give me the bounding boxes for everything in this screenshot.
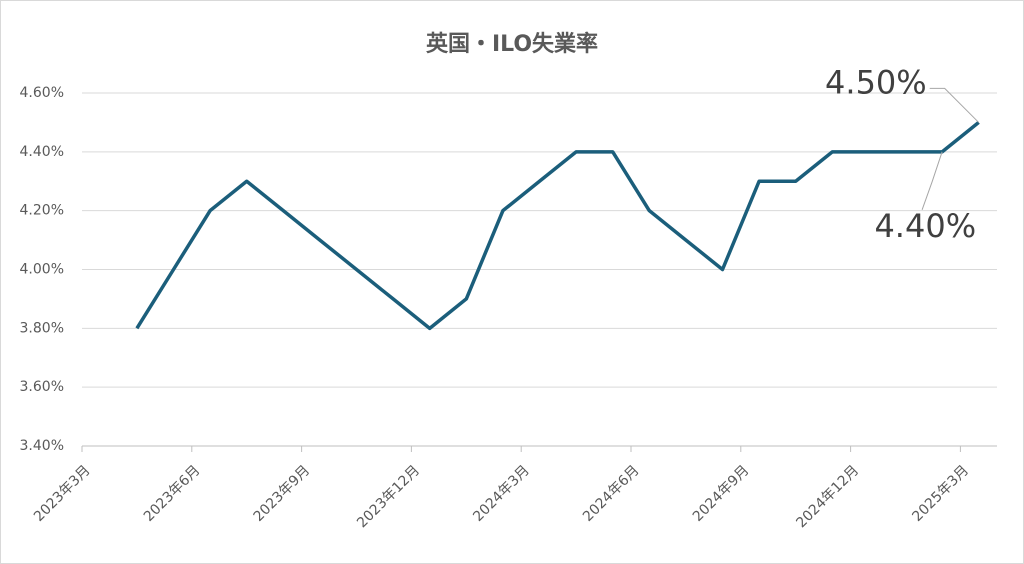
leader-line xyxy=(921,151,943,211)
line xyxy=(135,121,980,331)
leader-line xyxy=(929,87,980,123)
y-tick-label: 4.00% xyxy=(20,262,64,278)
y-tick-label: 3.60% xyxy=(20,379,64,395)
chart-title: 英国・ILO失業率 xyxy=(426,31,598,57)
y-tick-label: 4.60% xyxy=(20,85,64,101)
y-tick-label: 4.20% xyxy=(20,203,64,219)
y-tick-label: 4.40% xyxy=(20,144,64,160)
y-tick-label: 3.80% xyxy=(20,320,64,336)
data-label: 4.40% xyxy=(874,207,976,245)
data-label: 4.50% xyxy=(825,63,927,101)
y-tick-label: 3.40% xyxy=(20,438,64,454)
